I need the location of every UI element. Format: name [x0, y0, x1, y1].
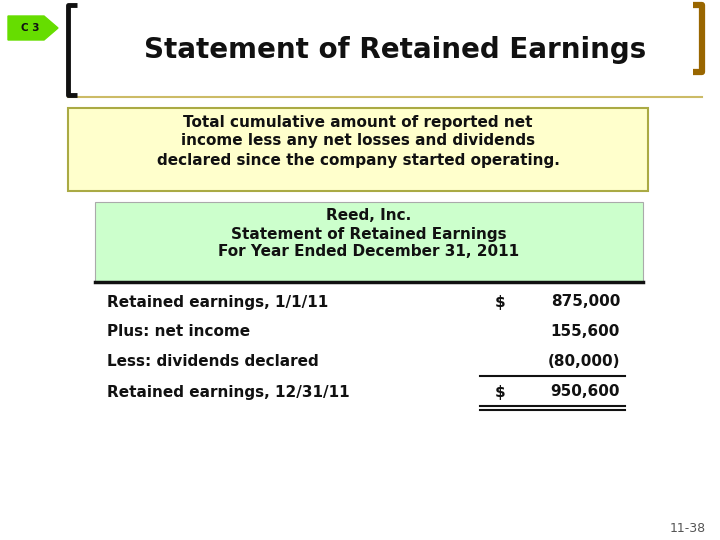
- Text: Statement of Retained Earnings: Statement of Retained Earnings: [231, 226, 507, 241]
- Text: 950,600: 950,600: [551, 384, 620, 400]
- Text: Reed, Inc.: Reed, Inc.: [326, 208, 412, 224]
- Text: declared since the company started operating.: declared since the company started opera…: [156, 152, 559, 167]
- FancyBboxPatch shape: [68, 108, 648, 191]
- Text: Retained earnings, 1/1/11: Retained earnings, 1/1/11: [107, 294, 328, 309]
- Text: income less any net losses and dividends: income less any net losses and dividends: [181, 133, 535, 148]
- Text: $: $: [495, 294, 505, 309]
- Text: 875,000: 875,000: [551, 294, 620, 309]
- Text: (80,000): (80,000): [547, 354, 620, 369]
- Text: C 3: C 3: [21, 23, 40, 33]
- FancyArrow shape: [8, 16, 58, 40]
- Text: Retained earnings, 12/31/11: Retained earnings, 12/31/11: [107, 384, 350, 400]
- Text: $: $: [495, 384, 505, 400]
- Text: Total cumulative amount of reported net: Total cumulative amount of reported net: [184, 114, 533, 130]
- Text: Less: dividends declared: Less: dividends declared: [107, 354, 319, 369]
- Text: Statement of Retained Earnings: Statement of Retained Earnings: [144, 36, 646, 64]
- Text: 155,600: 155,600: [551, 325, 620, 340]
- Text: 11-38: 11-38: [670, 522, 706, 535]
- Text: For Year Ended December 31, 2011: For Year Ended December 31, 2011: [218, 245, 520, 260]
- FancyBboxPatch shape: [95, 202, 643, 282]
- Text: Plus: net income: Plus: net income: [107, 325, 250, 340]
